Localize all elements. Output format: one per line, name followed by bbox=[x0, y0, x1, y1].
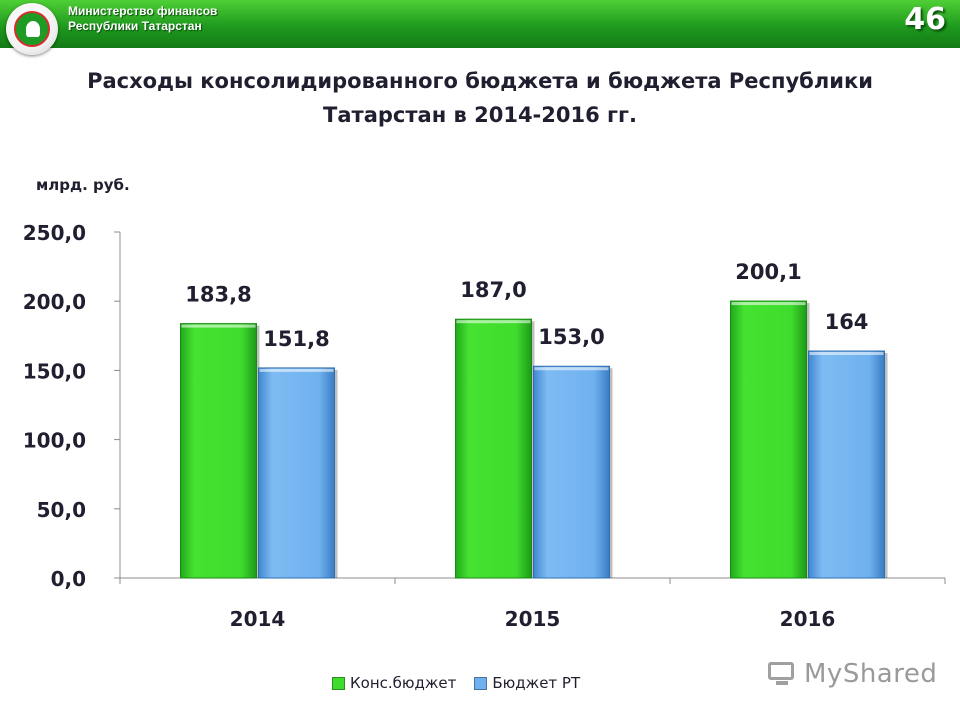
data-label: 200,1 bbox=[735, 260, 801, 284]
title-line-2: Татарстан в 2014-2016 гг. bbox=[323, 103, 637, 127]
bar bbox=[180, 323, 257, 579]
legend-label-rt: Бюджет РТ bbox=[492, 674, 581, 692]
bar-highlight bbox=[731, 302, 806, 306]
monitor-icon bbox=[766, 660, 798, 688]
bar bbox=[258, 367, 335, 579]
chart-legend: Конс.бюджет Бюджет РТ bbox=[332, 672, 580, 694]
ministry-name: Министерство финансов Республики Татарст… bbox=[68, 4, 217, 34]
bar bbox=[533, 365, 610, 579]
ministry-line-2: Республики Татарстан bbox=[68, 19, 202, 33]
unit-label: млрд. руб. bbox=[36, 176, 130, 194]
bar-highlight bbox=[456, 320, 531, 324]
bar-highlight bbox=[534, 367, 609, 371]
bar-highlight bbox=[809, 352, 884, 356]
legend-label-cons: Конс.бюджет bbox=[350, 674, 457, 692]
header-band bbox=[0, 0, 960, 48]
watermark: MyShared bbox=[766, 654, 937, 694]
data-label: 183,8 bbox=[185, 283, 251, 307]
data-label: 153,0 bbox=[538, 325, 604, 349]
x-tick-label: 2014 bbox=[230, 607, 286, 631]
data-label: 164 bbox=[825, 310, 869, 334]
y-tick-label: 100,0 bbox=[23, 429, 86, 453]
y-tick-label: 250,0 bbox=[23, 221, 86, 245]
data-label: 187,0 bbox=[460, 278, 526, 302]
legend-item-rt: Бюджет РТ bbox=[474, 674, 580, 692]
y-tick-label: 200,0 bbox=[23, 290, 86, 314]
y-tick-label: 0,0 bbox=[51, 567, 86, 591]
bar bbox=[730, 300, 807, 579]
data-label: 151,8 bbox=[263, 327, 329, 351]
legend-swatch-rt bbox=[474, 676, 488, 690]
bar-highlight bbox=[181, 324, 256, 328]
y-tick-label: 50,0 bbox=[37, 498, 86, 522]
y-tick-label: 150,0 bbox=[23, 359, 86, 383]
title-line-1: Расходы консолидированного бюджета и бюд… bbox=[87, 69, 873, 93]
page-title: Расходы консолидированного бюджета и бюд… bbox=[20, 64, 940, 132]
slide-number: 46 bbox=[904, 2, 946, 37]
bar bbox=[455, 318, 532, 579]
bar bbox=[808, 350, 885, 579]
watermark-text: MyShared bbox=[804, 659, 938, 689]
bar-highlight bbox=[259, 368, 334, 372]
x-tick-label: 2016 bbox=[780, 607, 836, 631]
ministry-line-1: Министерство финансов bbox=[68, 4, 218, 18]
tatarstan-coat-of-arms-icon bbox=[6, 3, 58, 55]
legend-swatch-cons bbox=[332, 676, 345, 690]
x-tick-label: 2015 bbox=[505, 607, 561, 631]
legend-item-cons: Конс.бюджет bbox=[332, 674, 456, 692]
